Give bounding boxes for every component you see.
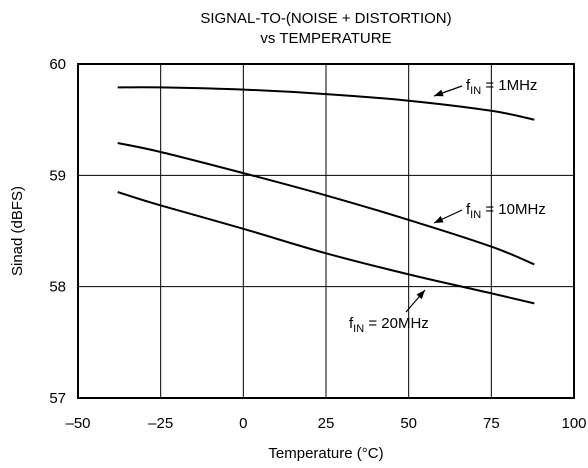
x-tick-label: –25 bbox=[148, 415, 173, 432]
series-label-1: fIN = 1MHz bbox=[466, 77, 537, 97]
y-tick-label: 58 bbox=[49, 279, 66, 296]
series-annotations: fIN = 1MHz fIN = 10MHz fIN = 20MHz bbox=[349, 77, 546, 335]
x-tick-label: –50 bbox=[65, 415, 90, 432]
grid bbox=[78, 64, 574, 398]
series-lines bbox=[117, 86, 535, 305]
annotation-arrowhead bbox=[434, 89, 444, 97]
x-axis-label: Temperature (°C) bbox=[268, 445, 383, 462]
y-tick-labels: 57 58 59 60 bbox=[49, 56, 66, 407]
x-tick-label: 100 bbox=[561, 415, 586, 432]
y-tick-label: 57 bbox=[49, 390, 66, 407]
annotation-arrowhead bbox=[416, 290, 425, 300]
series-line-2 bbox=[117, 142, 535, 266]
annotation-arrowhead bbox=[434, 216, 444, 223]
y-tick-label: 59 bbox=[49, 167, 66, 184]
x-tick-label: 0 bbox=[239, 415, 247, 432]
x-tick-label: 50 bbox=[400, 415, 417, 432]
chart-title-line-2: vs TEMPERATURE bbox=[260, 30, 392, 47]
chart-title-line-1: SIGNAL-TO-(NOISE + DISTORTION) bbox=[200, 10, 452, 27]
y-axis-label: Sinad (dBFS) bbox=[9, 186, 26, 276]
series-line-1 bbox=[117, 86, 535, 121]
series-line-3 bbox=[117, 191, 535, 305]
x-tick-label: 25 bbox=[318, 415, 335, 432]
series-label-3: fIN = 20MHz bbox=[349, 315, 429, 335]
y-tick-label: 60 bbox=[49, 56, 66, 73]
x-tick-labels: –50 –25 0 25 50 75 100 bbox=[65, 415, 586, 432]
plot-frame bbox=[77, 63, 575, 399]
series-label-2: fIN = 10MHz bbox=[466, 201, 546, 221]
x-tick-label: 75 bbox=[483, 415, 500, 432]
